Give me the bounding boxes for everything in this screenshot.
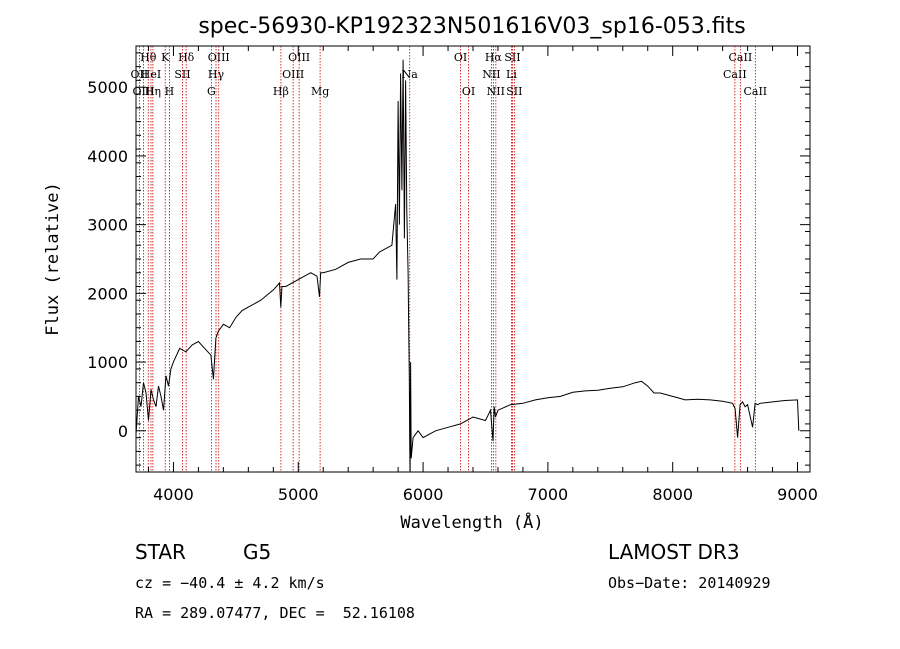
line-label: OII bbox=[131, 68, 149, 81]
line-label: Li bbox=[506, 68, 517, 81]
line-label: OIII bbox=[132, 85, 154, 98]
x-axis-label: Wavelength (Å) bbox=[400, 511, 543, 533]
observation-date: Obs−Date: 20140929 bbox=[608, 574, 771, 592]
y-tick-label: 2000 bbox=[87, 284, 128, 303]
line-label: Hα bbox=[485, 51, 503, 64]
emission-line-markers bbox=[138, 46, 756, 472]
line-label: K bbox=[161, 51, 170, 64]
chart-title: spec-56930-KP192323N501616V03_sp16-053.f… bbox=[198, 14, 745, 39]
coordinates: RA = 289.07477, DEC = 52.16108 bbox=[135, 604, 415, 622]
line-label: OIII bbox=[282, 68, 304, 81]
line-label: OIII bbox=[208, 51, 230, 64]
redshift-velocity: cz = −40.4 ± 4.2 km/s bbox=[135, 574, 325, 592]
line-label: CaII bbox=[723, 68, 747, 81]
line-label: NII bbox=[487, 85, 505, 98]
line-label: CaII bbox=[743, 85, 767, 98]
y-axis-label: Flux (relative) bbox=[43, 182, 63, 336]
y-tick-label: 5000 bbox=[87, 78, 128, 97]
survey-name: LAMOST DR3 bbox=[608, 540, 740, 564]
line-label: CaII bbox=[729, 51, 753, 64]
line-label: H bbox=[165, 85, 175, 98]
y-tick-label: 4000 bbox=[87, 147, 128, 166]
y-axis-ticks: 0 1000 2000 3000 4000 5000 bbox=[87, 52, 810, 466]
x-tick-label: 4000 bbox=[153, 485, 194, 504]
spectrum-line bbox=[135, 59, 800, 473]
plot-frame bbox=[135, 45, 811, 473]
y-tick-label: 3000 bbox=[87, 216, 128, 235]
x-tick-label: 7000 bbox=[528, 485, 569, 504]
line-label: Hδ bbox=[178, 51, 195, 64]
line-label: SII bbox=[504, 51, 520, 64]
line-label: Hβ bbox=[273, 85, 289, 98]
y-tick-label: 1000 bbox=[87, 353, 128, 372]
x-tick-label: 5000 bbox=[278, 485, 319, 504]
line-label: HeI bbox=[141, 68, 161, 81]
line-label: OI bbox=[462, 85, 475, 98]
object-subclass: G5 bbox=[243, 540, 272, 564]
x-tick-label: 6000 bbox=[403, 485, 444, 504]
line-label: OI bbox=[454, 51, 467, 64]
line-label: Hθ bbox=[140, 51, 157, 64]
line-label: Hη bbox=[145, 85, 161, 98]
object-class: STAR bbox=[135, 540, 186, 564]
line-label: SII bbox=[506, 85, 522, 98]
y-tick-label: 0 bbox=[118, 422, 128, 441]
line-label: Na bbox=[402, 68, 419, 81]
line-label: SII bbox=[174, 68, 190, 81]
x-tick-label: 9000 bbox=[777, 485, 818, 504]
x-axis-ticks: 4000 5000 6000 7000 8000 9000 bbox=[147, 46, 818, 504]
x-tick-label: 8000 bbox=[652, 485, 693, 504]
line-label: NII bbox=[482, 68, 500, 81]
line-label: G bbox=[207, 85, 216, 98]
line-label: Mg bbox=[311, 85, 329, 98]
line-label: Hγ bbox=[208, 68, 225, 81]
line-label: OIII bbox=[288, 51, 310, 64]
